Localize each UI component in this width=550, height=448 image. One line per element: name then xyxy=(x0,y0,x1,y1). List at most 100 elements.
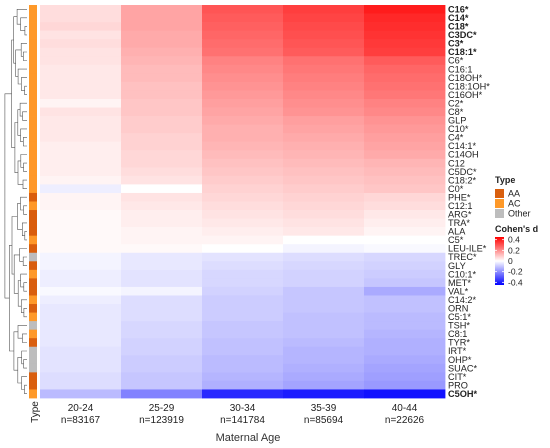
heatmap-cell xyxy=(202,389,284,399)
type-annotation-cell xyxy=(29,98,37,108)
heatmap-cell xyxy=(202,22,284,32)
heatmap-cell xyxy=(121,107,203,117)
heatmap-cell xyxy=(121,261,203,271)
heatmap-cell xyxy=(40,141,122,151)
row-label: C18OH* xyxy=(448,73,483,83)
heatmap-cell xyxy=(364,5,446,14)
heatmap-cell xyxy=(283,372,365,382)
x-axis-label: Maternal Age xyxy=(216,432,281,444)
heatmap-cell xyxy=(202,218,284,228)
heatmap-cell xyxy=(283,47,365,57)
heatmap-cell xyxy=(40,380,122,390)
heatmap-cell xyxy=(40,244,122,254)
type-annotation-cell xyxy=(29,252,37,262)
type-annotation-cell xyxy=(29,39,37,49)
heatmap-cell xyxy=(40,30,122,40)
row-label: C5DC* xyxy=(448,167,477,177)
heatmap-cell xyxy=(283,73,365,83)
heatmap-cell xyxy=(121,81,203,91)
heatmap-cell xyxy=(364,158,446,168)
color-legend-tick-label: 0 xyxy=(508,256,513,266)
heatmap-cell xyxy=(202,321,284,331)
type-annotation-cell xyxy=(29,175,37,185)
heatmap-cell xyxy=(364,81,446,91)
heatmap-cell xyxy=(121,98,203,108)
color-legend-tick-label: -0.2 xyxy=(508,267,523,277)
heatmap-cell xyxy=(121,321,203,331)
type-annotation-cell xyxy=(29,363,37,373)
row-label: PRO xyxy=(448,380,468,390)
row-label: C14OH xyxy=(448,150,479,160)
heatmap-cell xyxy=(40,210,122,219)
heatmap-cell xyxy=(283,227,365,237)
heatmap-cell xyxy=(40,98,122,108)
row-label: C8* xyxy=(448,107,464,117)
type-annotation-cell xyxy=(29,321,37,331)
row-label: C2* xyxy=(448,98,464,108)
heatmap-cell xyxy=(121,158,203,168)
column-n-label: n=22626 xyxy=(385,415,425,426)
heatmap-cell xyxy=(283,244,365,254)
heatmap-cell xyxy=(364,227,446,237)
heatmap-cell xyxy=(364,107,446,117)
type-annotation-cell xyxy=(29,389,37,399)
color-legend-bar xyxy=(495,237,504,285)
heatmap-cell xyxy=(40,5,122,14)
heatmap-cell xyxy=(40,278,122,288)
type-annotation-cell xyxy=(29,133,37,143)
type-legend-title: Type xyxy=(495,175,515,185)
heatmap-cell xyxy=(40,338,122,348)
heatmap-cell xyxy=(40,133,122,143)
heatmap-cell xyxy=(40,39,122,49)
type-annotation-cell xyxy=(29,227,37,237)
heatmap-cell xyxy=(202,346,284,356)
color-legend-tick-label: 0.2 xyxy=(508,245,520,255)
heatmap-cell xyxy=(283,98,365,108)
row-label: TSH* xyxy=(448,321,470,331)
heatmap-cell xyxy=(40,252,122,262)
heatmap-cell xyxy=(283,269,365,279)
heatmap-cell xyxy=(283,304,365,313)
heatmap-cell xyxy=(283,39,365,49)
heatmap-cell xyxy=(364,346,446,356)
row-label: ALA xyxy=(448,227,466,237)
row-label: SUAC* xyxy=(448,363,478,373)
heatmap-cell xyxy=(40,81,122,91)
type-annotation-cell xyxy=(29,81,37,91)
type-annotation-cell xyxy=(29,192,37,202)
heatmap-cell xyxy=(283,252,365,262)
heatmap-cell xyxy=(202,235,284,245)
row-label: ARG* xyxy=(448,210,472,220)
heatmap-cell xyxy=(202,90,284,100)
heatmap-cell xyxy=(364,192,446,202)
heatmap-cell xyxy=(121,312,203,322)
row-label: C18:1OH* xyxy=(448,81,490,91)
type-annotation-cell xyxy=(29,73,37,83)
type-annotation-cell xyxy=(29,286,37,296)
row-label: C14:2* xyxy=(448,295,477,305)
row-label: C3DC* xyxy=(448,30,477,40)
heatmap-cell xyxy=(121,5,203,14)
type-annotation-cell xyxy=(29,22,37,32)
row-label: C16OH* xyxy=(448,90,483,100)
type-annotation-cell xyxy=(29,141,37,151)
column-label: 25-29 xyxy=(149,403,175,414)
heatmap-cell xyxy=(40,47,122,57)
heatmap-cell xyxy=(40,64,122,74)
heatmap-cell xyxy=(283,30,365,40)
heatmap-cell xyxy=(283,175,365,185)
row-label: GLY xyxy=(448,261,466,271)
heatmap-cell xyxy=(121,13,203,23)
heatmap-cell xyxy=(202,329,284,339)
heatmap-cell xyxy=(283,389,365,399)
type-annotation-cell xyxy=(29,64,37,74)
heatmap-cell xyxy=(40,150,122,160)
heatmap-cell xyxy=(364,184,446,194)
row-label: C18:2* xyxy=(448,175,477,185)
heatmap-cell xyxy=(40,56,122,66)
row-label: C14* xyxy=(448,13,469,23)
heatmap-cell xyxy=(283,295,365,305)
heatmap-cell xyxy=(364,73,446,83)
type-annotation-cell xyxy=(29,116,37,126)
heatmap-cell xyxy=(364,252,446,262)
